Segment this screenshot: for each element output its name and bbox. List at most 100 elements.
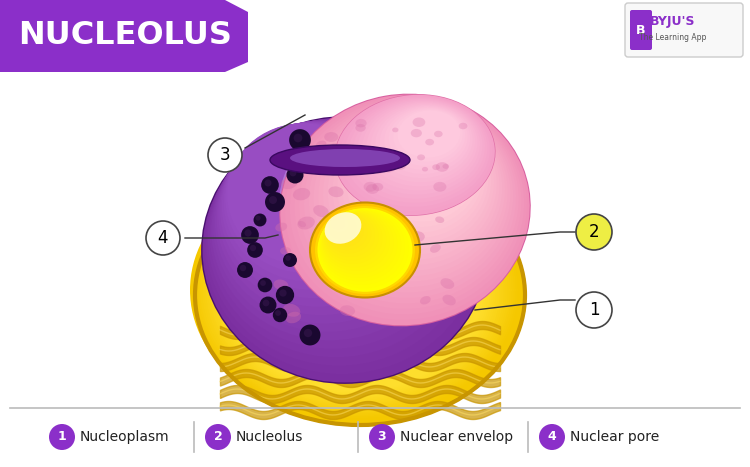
Ellipse shape bbox=[326, 230, 335, 237]
Text: 2: 2 bbox=[214, 431, 222, 444]
Circle shape bbox=[279, 290, 286, 297]
Ellipse shape bbox=[385, 153, 395, 160]
Ellipse shape bbox=[366, 121, 480, 227]
Circle shape bbox=[256, 215, 260, 220]
Ellipse shape bbox=[218, 121, 418, 307]
Ellipse shape bbox=[434, 131, 442, 137]
Ellipse shape bbox=[330, 216, 349, 233]
Ellipse shape bbox=[340, 96, 493, 211]
Ellipse shape bbox=[398, 110, 460, 158]
Ellipse shape bbox=[206, 118, 472, 366]
Ellipse shape bbox=[220, 183, 490, 397]
Ellipse shape bbox=[198, 166, 512, 414]
Circle shape bbox=[208, 138, 242, 172]
Circle shape bbox=[273, 308, 287, 322]
Ellipse shape bbox=[370, 104, 476, 182]
Ellipse shape bbox=[364, 182, 376, 192]
Text: Nuclear pore: Nuclear pore bbox=[570, 430, 659, 444]
Ellipse shape bbox=[310, 203, 420, 297]
Ellipse shape bbox=[436, 162, 448, 172]
Ellipse shape bbox=[393, 109, 463, 162]
Ellipse shape bbox=[295, 99, 521, 309]
Ellipse shape bbox=[202, 169, 508, 411]
Circle shape bbox=[285, 255, 291, 261]
Circle shape bbox=[290, 170, 296, 177]
Ellipse shape bbox=[286, 312, 301, 323]
Ellipse shape bbox=[316, 141, 326, 149]
Ellipse shape bbox=[322, 212, 386, 268]
Ellipse shape bbox=[226, 187, 484, 393]
Ellipse shape bbox=[283, 304, 300, 317]
Ellipse shape bbox=[384, 107, 468, 170]
Ellipse shape bbox=[326, 214, 368, 250]
Ellipse shape bbox=[214, 178, 496, 402]
Circle shape bbox=[276, 286, 294, 304]
Ellipse shape bbox=[287, 151, 322, 209]
Ellipse shape bbox=[328, 186, 344, 197]
Ellipse shape bbox=[459, 123, 467, 129]
Ellipse shape bbox=[342, 176, 358, 187]
Ellipse shape bbox=[340, 305, 355, 316]
Circle shape bbox=[146, 221, 180, 255]
Circle shape bbox=[265, 179, 272, 186]
Ellipse shape bbox=[211, 120, 448, 340]
Ellipse shape bbox=[192, 162, 518, 418]
Ellipse shape bbox=[317, 208, 413, 292]
Circle shape bbox=[304, 329, 312, 337]
Ellipse shape bbox=[204, 170, 506, 410]
Ellipse shape bbox=[382, 163, 394, 172]
Ellipse shape bbox=[370, 122, 478, 221]
Ellipse shape bbox=[362, 101, 480, 191]
Ellipse shape bbox=[281, 177, 298, 189]
Ellipse shape bbox=[202, 118, 488, 382]
Ellipse shape bbox=[217, 121, 425, 315]
Circle shape bbox=[299, 325, 320, 346]
Ellipse shape bbox=[321, 252, 332, 260]
Circle shape bbox=[244, 229, 251, 237]
Ellipse shape bbox=[342, 113, 494, 255]
Ellipse shape bbox=[396, 271, 406, 278]
Ellipse shape bbox=[319, 209, 405, 285]
Ellipse shape bbox=[425, 139, 434, 145]
Circle shape bbox=[269, 196, 277, 204]
Ellipse shape bbox=[320, 210, 398, 278]
FancyBboxPatch shape bbox=[625, 3, 743, 57]
Ellipse shape bbox=[335, 95, 495, 215]
Ellipse shape bbox=[366, 103, 478, 186]
Ellipse shape bbox=[220, 122, 410, 298]
Ellipse shape bbox=[430, 244, 441, 253]
Ellipse shape bbox=[190, 95, 530, 235]
Ellipse shape bbox=[304, 102, 516, 298]
Ellipse shape bbox=[216, 179, 494, 401]
Ellipse shape bbox=[417, 155, 425, 160]
Ellipse shape bbox=[321, 211, 394, 275]
Ellipse shape bbox=[222, 122, 402, 290]
Ellipse shape bbox=[384, 262, 392, 268]
Ellipse shape bbox=[370, 159, 387, 171]
Ellipse shape bbox=[309, 104, 513, 292]
Ellipse shape bbox=[442, 164, 449, 169]
Ellipse shape bbox=[375, 167, 384, 174]
Ellipse shape bbox=[388, 108, 465, 166]
Ellipse shape bbox=[324, 132, 338, 142]
Ellipse shape bbox=[432, 164, 440, 170]
Ellipse shape bbox=[224, 185, 486, 395]
Ellipse shape bbox=[293, 188, 310, 200]
Circle shape bbox=[205, 424, 231, 450]
Circle shape bbox=[250, 245, 256, 251]
Text: 4: 4 bbox=[548, 431, 556, 444]
Ellipse shape bbox=[190, 160, 520, 420]
Ellipse shape bbox=[392, 127, 398, 132]
Ellipse shape bbox=[290, 98, 524, 314]
Ellipse shape bbox=[328, 215, 360, 243]
Text: 3: 3 bbox=[220, 146, 230, 164]
Ellipse shape bbox=[324, 212, 379, 261]
Ellipse shape bbox=[214, 120, 434, 324]
Ellipse shape bbox=[332, 111, 500, 265]
Ellipse shape bbox=[208, 119, 464, 357]
Ellipse shape bbox=[409, 231, 424, 242]
Ellipse shape bbox=[204, 118, 480, 374]
Ellipse shape bbox=[413, 140, 424, 149]
Ellipse shape bbox=[318, 106, 508, 282]
Circle shape bbox=[539, 424, 565, 450]
